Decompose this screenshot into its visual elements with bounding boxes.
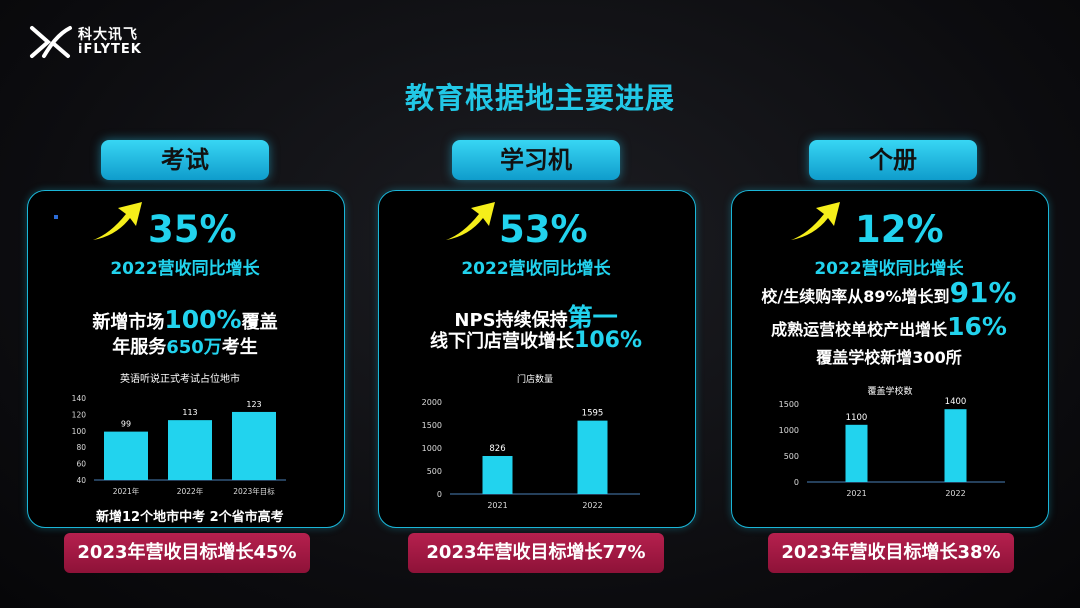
x-tick-label: 2022	[582, 501, 602, 510]
line-highlight: 106%	[574, 328, 642, 353]
up-arrow-icon	[446, 202, 495, 240]
x-tick-label: 2021	[487, 501, 507, 510]
y-tick-label: 500	[427, 467, 442, 476]
data-label: 123	[246, 400, 261, 409]
y-tick-label: 1000	[422, 444, 442, 453]
line-text: 考生	[221, 337, 258, 358]
bottom-note: 新增12个地市中考 2个省市高考	[96, 510, 284, 525]
y-tick-label: 120	[72, 410, 87, 419]
chart-title: 门店数量	[517, 373, 553, 385]
bar	[944, 409, 967, 482]
highlight-line: 新增市场100%覆盖	[27, 305, 343, 334]
logo-cn-text: 科大讯飞	[78, 26, 138, 43]
x-tick-label: 2022年	[177, 486, 204, 496]
tab-workbook: 个册	[809, 140, 977, 180]
x-tick-label: 2023年目标	[233, 486, 275, 496]
highlight-line: 线下门店营收增长106%	[378, 327, 694, 353]
line-highlight: 16%	[947, 312, 1007, 341]
bar	[577, 420, 608, 494]
line-text: 覆盖	[241, 312, 278, 333]
growth-pct: 53%	[499, 208, 588, 251]
bar	[232, 411, 276, 480]
data-label: 1595	[582, 409, 604, 419]
line-text: 成熟运营校单校产出增长	[771, 320, 948, 339]
line-text: NPS持续保持	[454, 310, 568, 331]
highlight-line: NPS持续保持第一	[378, 298, 694, 334]
highlight-line: 覆盖学校新增300所	[731, 344, 1047, 368]
line-text: 线下门店营收增长	[430, 331, 575, 352]
growth-pct: 12%	[855, 208, 944, 251]
chart-title: 英语听说正式考试占位地市	[120, 372, 240, 385]
data-label: 1100	[846, 413, 868, 423]
target-banner: 2023年营收目标增长77%	[408, 533, 664, 573]
line-text: 校/生续购率从89%增长到	[761, 287, 950, 306]
y-tick-label: 80	[76, 443, 86, 452]
highlight-line: 成熟运营校单校产出增长16%	[731, 312, 1047, 341]
up-arrow-icon	[791, 202, 840, 240]
x-tick-label: 2021	[846, 489, 866, 498]
chart-exam-cities: 英语听说正式考试占位地市 40 60 80 100 120 140 99 2021年 113 202…	[72, 372, 286, 496]
panel-learning-machine	[378, 190, 696, 528]
bar	[845, 424, 868, 482]
y-tick-label: 100	[72, 427, 87, 436]
line-highlight: 650万	[166, 337, 222, 358]
target-banner: 2023年营收目标增长38%	[768, 533, 1014, 573]
line-text: 年服务	[112, 337, 167, 358]
target-banner: 2023年营收目标增长45%	[64, 533, 310, 573]
highlight-line: 年服务650万考生	[27, 333, 343, 359]
growth-subtitle: 2022营收同比增长	[814, 259, 964, 279]
y-tick-label: 2000	[422, 398, 442, 407]
data-label: 826	[489, 444, 505, 454]
growth-subtitle: 2022营收同比增长	[461, 259, 611, 279]
tab-learning-machine: 学习机	[452, 140, 620, 180]
up-arrow-icon	[93, 202, 142, 240]
line-highlight: 91%	[949, 276, 1017, 309]
line-highlight: 100%	[164, 305, 242, 334]
x-tick-label: 2021年	[113, 486, 140, 496]
logo-en-text: iFLYTEK	[78, 41, 142, 57]
line-highlight: 第一	[567, 303, 618, 332]
data-label: 1400	[945, 397, 967, 407]
highlight-line: 校/生续购率从89%增长到91%	[731, 276, 1047, 309]
iflytek-logo-icon	[30, 26, 72, 58]
y-tick-label: 0	[437, 490, 442, 499]
data-label: 113	[182, 408, 197, 417]
y-tick-label: 60	[76, 460, 86, 469]
y-tick-label: 1000	[779, 426, 799, 435]
bar	[104, 431, 148, 480]
growth-subtitle: 2022营收同比增长	[110, 259, 260, 279]
chart-title: 覆盖学校数	[867, 385, 912, 397]
growth-pct: 35%	[148, 208, 237, 251]
x-tick-label: 2022	[945, 489, 965, 498]
y-tick-label: 140	[72, 394, 87, 403]
chart-school-coverage: 覆盖学校数 0 500 1000 1500 1100 2021 1400 2022	[779, 385, 1005, 498]
panel-workbook	[731, 190, 1049, 528]
y-tick-label: 1500	[422, 421, 442, 430]
page-title: 教育根据地主要进展	[404, 81, 675, 115]
logo: 科大讯飞 iFLYTEK	[28, 24, 142, 60]
marker-dot	[54, 215, 58, 219]
line-text: 新增市场	[92, 312, 165, 333]
chart-store-count: 门店数量 0 500 1000 1500 2000 826 2021 1595 2022	[422, 373, 640, 510]
y-tick-label: 500	[784, 452, 799, 461]
line-text: 覆盖学校新增300所	[816, 348, 962, 367]
bar	[168, 420, 212, 480]
tab-exam: 考试	[101, 140, 269, 180]
y-tick-label: 40	[76, 476, 86, 485]
y-tick-label: 1500	[779, 400, 799, 409]
bar	[482, 456, 513, 494]
data-label: 99	[121, 420, 131, 429]
y-tick-label: 0	[794, 478, 799, 487]
